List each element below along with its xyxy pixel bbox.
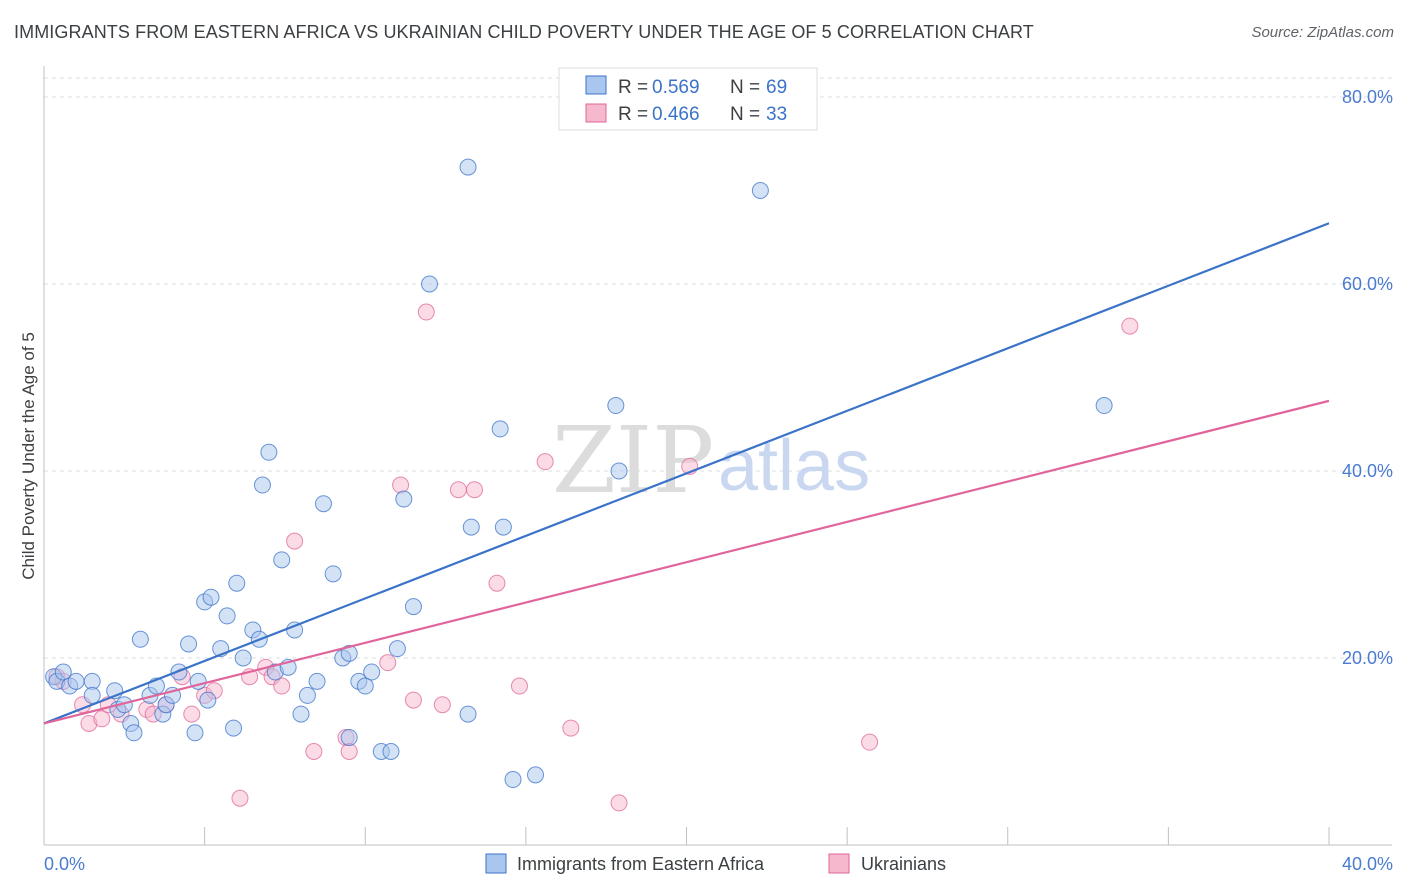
legend-n-value: 69 [766, 77, 787, 98]
legend-box: R = 0.569 N = 69 R = 0.466 N = 33 [558, 67, 818, 131]
data-point-eastern-africa [180, 635, 198, 653]
data-point-eastern-africa [308, 672, 326, 690]
bottom-legend-label: Immigrants from Eastern Africa [517, 854, 765, 874]
data-point-eastern-africa [298, 686, 316, 704]
data-point-eastern-africa [751, 182, 769, 199]
data-point-ukrainians [1121, 317, 1139, 335]
data-point-eastern-africa [459, 705, 477, 723]
grid-lines [44, 77, 1392, 659]
data-point-eastern-africa [462, 518, 480, 536]
source-label: Source: ZipAtlas.com [1251, 24, 1394, 41]
legend-n-value: 33 [766, 104, 787, 125]
x-tick-labels: 0.0% 40.0% [44, 854, 1393, 874]
y-tick-label: 80.0% [1342, 87, 1393, 107]
series-ukrainians [48, 303, 1139, 812]
data-point-ukrainians [861, 733, 879, 751]
data-point-eastern-africa [395, 490, 413, 508]
data-point-eastern-africa [202, 588, 220, 606]
bottom-legend-swatch-blue [485, 853, 507, 874]
y-tick-label: 60.0% [1342, 274, 1393, 294]
data-point-eastern-africa [186, 724, 204, 742]
data-point-eastern-africa [125, 724, 143, 742]
data-point-eastern-africa [340, 644, 358, 662]
data-point-eastern-africa [228, 574, 246, 592]
data-point-ukrainians [404, 691, 422, 709]
data-point-eastern-africa [382, 743, 400, 760]
data-point-eastern-africa [324, 565, 342, 583]
data-point-eastern-africa [459, 158, 477, 176]
data-point-eastern-africa [504, 771, 522, 789]
chart-title: IMMIGRANTS FROM EASTERN AFRICA VS UKRAIN… [14, 22, 1034, 42]
data-point-eastern-africa [494, 518, 512, 536]
y-axis-label: Child Poverty Under the Age of 5 [19, 332, 38, 580]
legend-n-label: N = [730, 104, 760, 125]
data-point-eastern-africa [67, 672, 85, 690]
data-point-eastern-africa [610, 462, 628, 480]
data-point-eastern-africa [404, 598, 422, 616]
data-point-eastern-africa [292, 705, 310, 723]
y-tick-label: 20.0% [1342, 648, 1393, 668]
data-point-ukrainians [562, 719, 580, 737]
legend-r-value: 0.466 [652, 104, 700, 125]
data-point-ukrainians [536, 453, 554, 471]
data-point-ukrainians [449, 481, 467, 499]
legend-r-label: R = [618, 77, 648, 98]
data-point-ukrainians [610, 794, 628, 812]
data-point-ukrainians [286, 532, 304, 550]
x-tick-label: 40.0% [1342, 854, 1393, 874]
watermark-atlas: atlas [718, 426, 870, 506]
legend-n-label: N = [730, 77, 760, 98]
data-point-eastern-africa [1095, 397, 1113, 415]
bottom-legend-label: Ukrainians [861, 854, 946, 874]
data-point-eastern-africa [527, 766, 545, 784]
trend-line-eastern-africa [43, 222, 1330, 725]
watermark: ZIP atlas [552, 407, 870, 514]
series-eastern-africa [45, 158, 1113, 789]
data-point-ukrainians [465, 481, 483, 499]
legend-swatch-pink [585, 103, 607, 123]
data-point-eastern-africa [234, 649, 252, 667]
bottom-legend-swatch-pink [828, 853, 850, 874]
data-point-eastern-africa [273, 551, 291, 569]
legend-swatch-blue [585, 75, 607, 95]
data-point-ukrainians [417, 303, 435, 321]
data-point-eastern-africa [314, 495, 332, 513]
data-point-ukrainians [93, 710, 111, 728]
data-point-ukrainians [488, 574, 506, 592]
data-point-eastern-africa [253, 476, 271, 494]
data-point-eastern-africa [225, 719, 243, 737]
data-point-eastern-africa [131, 630, 149, 648]
data-point-eastern-africa [491, 420, 509, 438]
data-point-ukrainians [510, 677, 528, 695]
data-point-eastern-africa [607, 397, 625, 415]
data-point-eastern-africa [421, 275, 438, 293]
data-point-ukrainians [183, 705, 201, 723]
legend-r-value: 0.569 [652, 77, 700, 98]
data-point-eastern-africa [199, 691, 217, 709]
axes [43, 66, 1392, 846]
x-tick-label: 0.0% [44, 854, 85, 874]
data-point-ukrainians [392, 476, 410, 494]
data-point-eastern-africa [54, 663, 72, 681]
data-point-eastern-africa [260, 443, 278, 461]
trend-lines [43, 222, 1330, 725]
y-tick-labels: 20.0% 40.0% 60.0% 80.0% [1342, 87, 1393, 668]
data-point-eastern-africa [218, 607, 236, 625]
bottom-legend: Immigrants from Eastern Africa Ukrainian… [485, 853, 946, 874]
data-point-eastern-africa [83, 686, 101, 704]
data-point-ukrainians [433, 696, 451, 714]
data-point-ukrainians [231, 789, 249, 807]
trend-line-ukrainians [43, 399, 1330, 725]
data-point-ukrainians [379, 654, 397, 672]
data-point-eastern-africa [388, 640, 406, 658]
data-point-eastern-africa [363, 663, 381, 681]
data-point-ukrainians [273, 677, 291, 695]
y-tick-label: 40.0% [1342, 461, 1393, 481]
data-point-eastern-africa [340, 728, 358, 746]
data-point-eastern-africa [356, 677, 374, 695]
legend-r-label: R = [618, 104, 648, 125]
data-point-ukrainians [305, 743, 323, 760]
